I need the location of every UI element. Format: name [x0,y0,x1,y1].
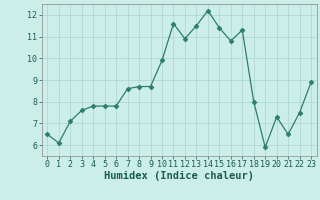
X-axis label: Humidex (Indice chaleur): Humidex (Indice chaleur) [104,171,254,181]
